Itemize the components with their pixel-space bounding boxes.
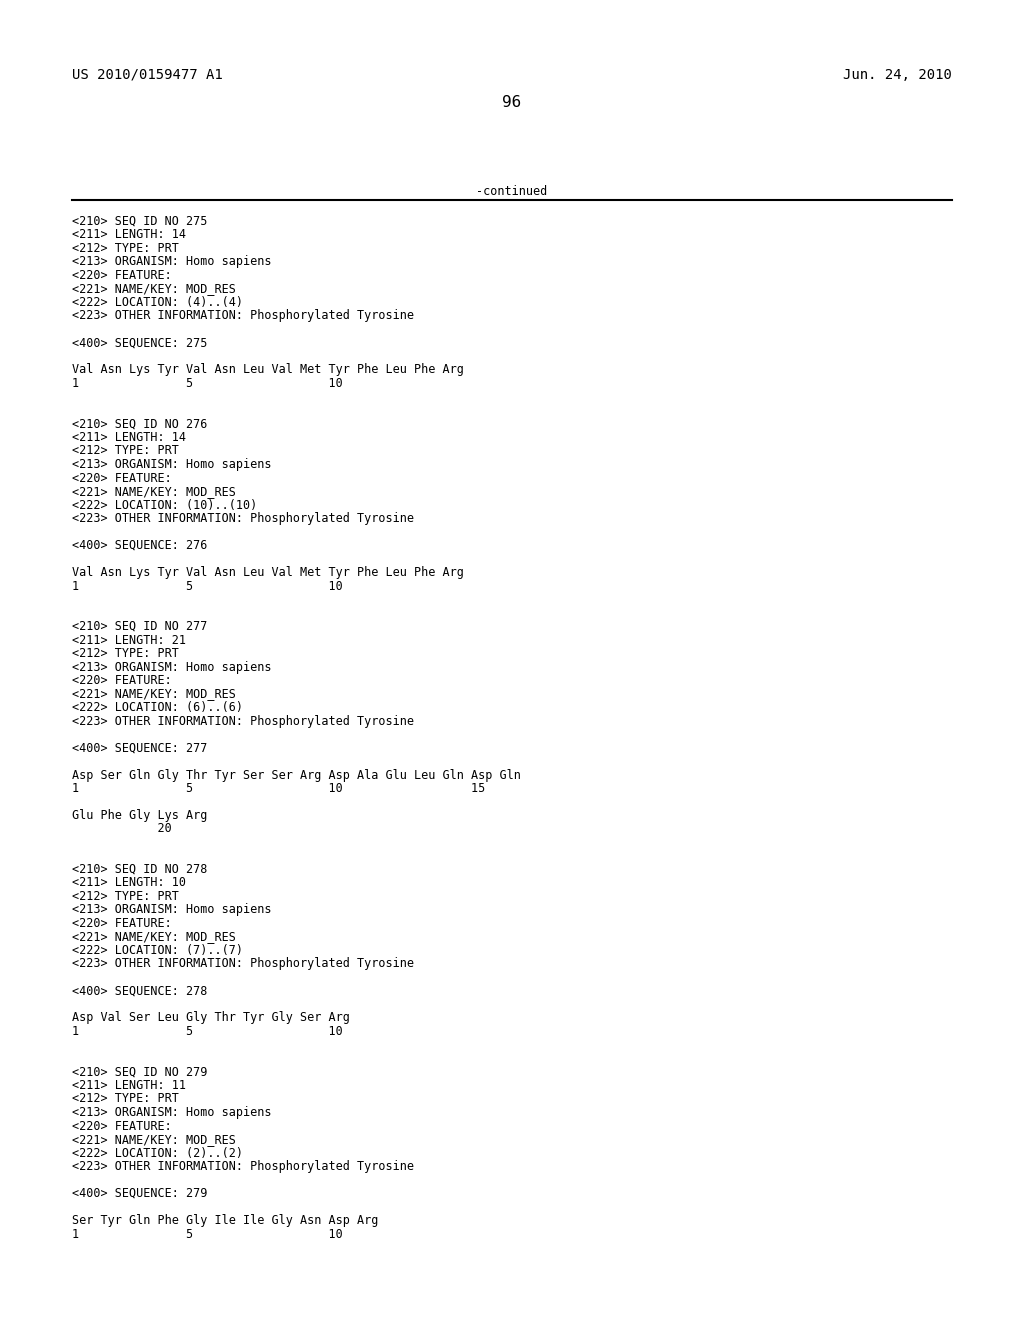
Text: <222> LOCATION: (7)..(7): <222> LOCATION: (7)..(7) <box>72 944 243 957</box>
Text: -continued: -continued <box>476 185 548 198</box>
Text: Glu Phe Gly Lys Arg: Glu Phe Gly Lys Arg <box>72 809 208 822</box>
Text: <212> TYPE: PRT: <212> TYPE: PRT <box>72 890 179 903</box>
Text: <211> LENGTH: 21: <211> LENGTH: 21 <box>72 634 186 647</box>
Text: <212> TYPE: PRT: <212> TYPE: PRT <box>72 242 179 255</box>
Text: <212> TYPE: PRT: <212> TYPE: PRT <box>72 1093 179 1106</box>
Text: <210> SEQ ID NO 275: <210> SEQ ID NO 275 <box>72 215 208 228</box>
Text: <213> ORGANISM: Homo sapiens: <213> ORGANISM: Homo sapiens <box>72 1106 271 1119</box>
Text: Ser Tyr Gln Phe Gly Ile Ile Gly Asn Asp Arg: Ser Tyr Gln Phe Gly Ile Ile Gly Asn Asp … <box>72 1214 379 1228</box>
Text: <213> ORGANISM: Homo sapiens: <213> ORGANISM: Homo sapiens <box>72 256 271 268</box>
Text: Asp Val Ser Leu Gly Thr Tyr Gly Ser Arg: Asp Val Ser Leu Gly Thr Tyr Gly Ser Arg <box>72 1011 350 1024</box>
Text: 20: 20 <box>72 822 172 836</box>
Text: <213> ORGANISM: Homo sapiens: <213> ORGANISM: Homo sapiens <box>72 458 271 471</box>
Text: 1               5                   10: 1 5 10 <box>72 378 343 389</box>
Text: <211> LENGTH: 14: <211> LENGTH: 14 <box>72 432 186 444</box>
Text: 1               5                   10: 1 5 10 <box>72 1026 343 1038</box>
Text: <210> SEQ ID NO 279: <210> SEQ ID NO 279 <box>72 1065 208 1078</box>
Text: <220> FEATURE:: <220> FEATURE: <box>72 1119 172 1133</box>
Text: <212> TYPE: PRT: <212> TYPE: PRT <box>72 647 179 660</box>
Text: Jun. 24, 2010: Jun. 24, 2010 <box>843 69 952 82</box>
Text: <222> LOCATION: (6)..(6): <222> LOCATION: (6)..(6) <box>72 701 243 714</box>
Text: <221> NAME/KEY: MOD_RES: <221> NAME/KEY: MOD_RES <box>72 484 236 498</box>
Text: <223> OTHER INFORMATION: Phosphorylated Tyrosine: <223> OTHER INFORMATION: Phosphorylated … <box>72 957 414 970</box>
Text: <211> LENGTH: 10: <211> LENGTH: 10 <box>72 876 186 890</box>
Text: <221> NAME/KEY: MOD_RES: <221> NAME/KEY: MOD_RES <box>72 1133 236 1146</box>
Text: <211> LENGTH: 11: <211> LENGTH: 11 <box>72 1078 186 1092</box>
Text: <220> FEATURE:: <220> FEATURE: <box>72 471 172 484</box>
Text: <210> SEQ ID NO 278: <210> SEQ ID NO 278 <box>72 863 208 876</box>
Text: <400> SEQUENCE: 278: <400> SEQUENCE: 278 <box>72 985 208 998</box>
Text: 1               5                   10: 1 5 10 <box>72 1228 343 1241</box>
Text: <211> LENGTH: 14: <211> LENGTH: 14 <box>72 228 186 242</box>
Text: <223> OTHER INFORMATION: Phosphorylated Tyrosine: <223> OTHER INFORMATION: Phosphorylated … <box>72 1160 414 1173</box>
Text: Val Asn Lys Tyr Val Asn Leu Val Met Tyr Phe Leu Phe Arg: Val Asn Lys Tyr Val Asn Leu Val Met Tyr … <box>72 363 464 376</box>
Text: <400> SEQUENCE: 276: <400> SEQUENCE: 276 <box>72 539 208 552</box>
Text: US 2010/0159477 A1: US 2010/0159477 A1 <box>72 69 223 82</box>
Text: <220> FEATURE:: <220> FEATURE: <box>72 675 172 686</box>
Text: 96: 96 <box>503 95 521 110</box>
Text: <213> ORGANISM: Homo sapiens: <213> ORGANISM: Homo sapiens <box>72 660 271 673</box>
Text: <212> TYPE: PRT: <212> TYPE: PRT <box>72 445 179 458</box>
Text: <221> NAME/KEY: MOD_RES: <221> NAME/KEY: MOD_RES <box>72 688 236 701</box>
Text: <222> LOCATION: (2)..(2): <222> LOCATION: (2)..(2) <box>72 1147 243 1159</box>
Text: <210> SEQ ID NO 276: <210> SEQ ID NO 276 <box>72 417 208 430</box>
Text: Asp Ser Gln Gly Thr Tyr Ser Ser Arg Asp Ala Glu Leu Gln Asp Gln: Asp Ser Gln Gly Thr Tyr Ser Ser Arg Asp … <box>72 768 521 781</box>
Text: <223> OTHER INFORMATION: Phosphorylated Tyrosine: <223> OTHER INFORMATION: Phosphorylated … <box>72 714 414 727</box>
Text: <400> SEQUENCE: 277: <400> SEQUENCE: 277 <box>72 742 208 755</box>
Text: <213> ORGANISM: Homo sapiens: <213> ORGANISM: Homo sapiens <box>72 903 271 916</box>
Text: <400> SEQUENCE: 275: <400> SEQUENCE: 275 <box>72 337 208 350</box>
Text: 1               5                   10: 1 5 10 <box>72 579 343 593</box>
Text: <220> FEATURE:: <220> FEATURE: <box>72 917 172 931</box>
Text: <223> OTHER INFORMATION: Phosphorylated Tyrosine: <223> OTHER INFORMATION: Phosphorylated … <box>72 512 414 525</box>
Text: <221> NAME/KEY: MOD_RES: <221> NAME/KEY: MOD_RES <box>72 282 236 296</box>
Text: <210> SEQ ID NO 277: <210> SEQ ID NO 277 <box>72 620 208 634</box>
Text: 1               5                   10                  15: 1 5 10 15 <box>72 781 485 795</box>
Text: <222> LOCATION: (4)..(4): <222> LOCATION: (4)..(4) <box>72 296 243 309</box>
Text: <223> OTHER INFORMATION: Phosphorylated Tyrosine: <223> OTHER INFORMATION: Phosphorylated … <box>72 309 414 322</box>
Text: <222> LOCATION: (10)..(10): <222> LOCATION: (10)..(10) <box>72 499 257 511</box>
Text: <220> FEATURE:: <220> FEATURE: <box>72 269 172 282</box>
Text: <221> NAME/KEY: MOD_RES: <221> NAME/KEY: MOD_RES <box>72 931 236 944</box>
Text: Val Asn Lys Tyr Val Asn Leu Val Met Tyr Phe Leu Phe Arg: Val Asn Lys Tyr Val Asn Leu Val Met Tyr … <box>72 566 464 579</box>
Text: <400> SEQUENCE: 279: <400> SEQUENCE: 279 <box>72 1187 208 1200</box>
